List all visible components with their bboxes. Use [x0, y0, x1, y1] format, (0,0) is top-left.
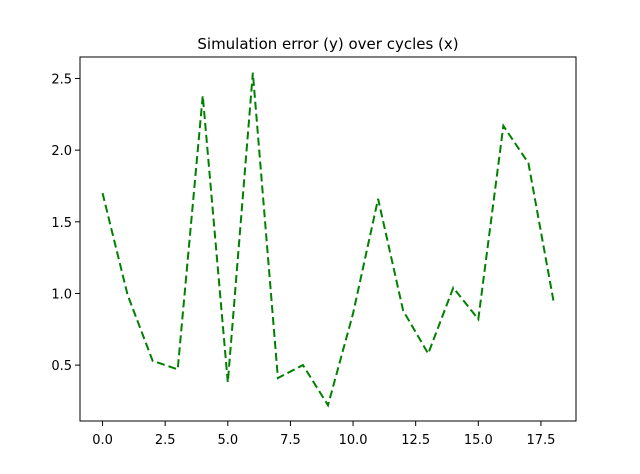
y-tick-label: 1.5: [51, 216, 72, 231]
x-tick-label: 17.5: [526, 433, 555, 448]
x-tick-label: 10.0: [339, 433, 368, 448]
axes: 0.0 2.5 5.0 7.5 10.0 12.5 15.0 17.5 0.5 1.0 1.5 2.0…: [51, 56, 577, 448]
x-tick-label: 7.5: [280, 433, 301, 448]
plot-frame: [79, 56, 577, 422]
x-tick-label: 5.0: [217, 433, 238, 448]
x-tick-label: 2.5: [155, 433, 176, 448]
y-tick-label: 2.5: [51, 72, 72, 87]
x-tick-label: 0.0: [92, 433, 113, 448]
y-tick-label: 1.0: [51, 287, 72, 302]
y-tick-label: 2.0: [51, 144, 72, 159]
plot-area: [101, 72, 555, 408]
y-tick-label: 0.5: [51, 359, 72, 374]
chart-title: Simulation error (y) over cycles (x): [197, 35, 458, 53]
series-line: [101, 72, 555, 408]
x-tick-label: 12.5: [401, 433, 430, 448]
x-tick-label: 15.0: [464, 433, 493, 448]
